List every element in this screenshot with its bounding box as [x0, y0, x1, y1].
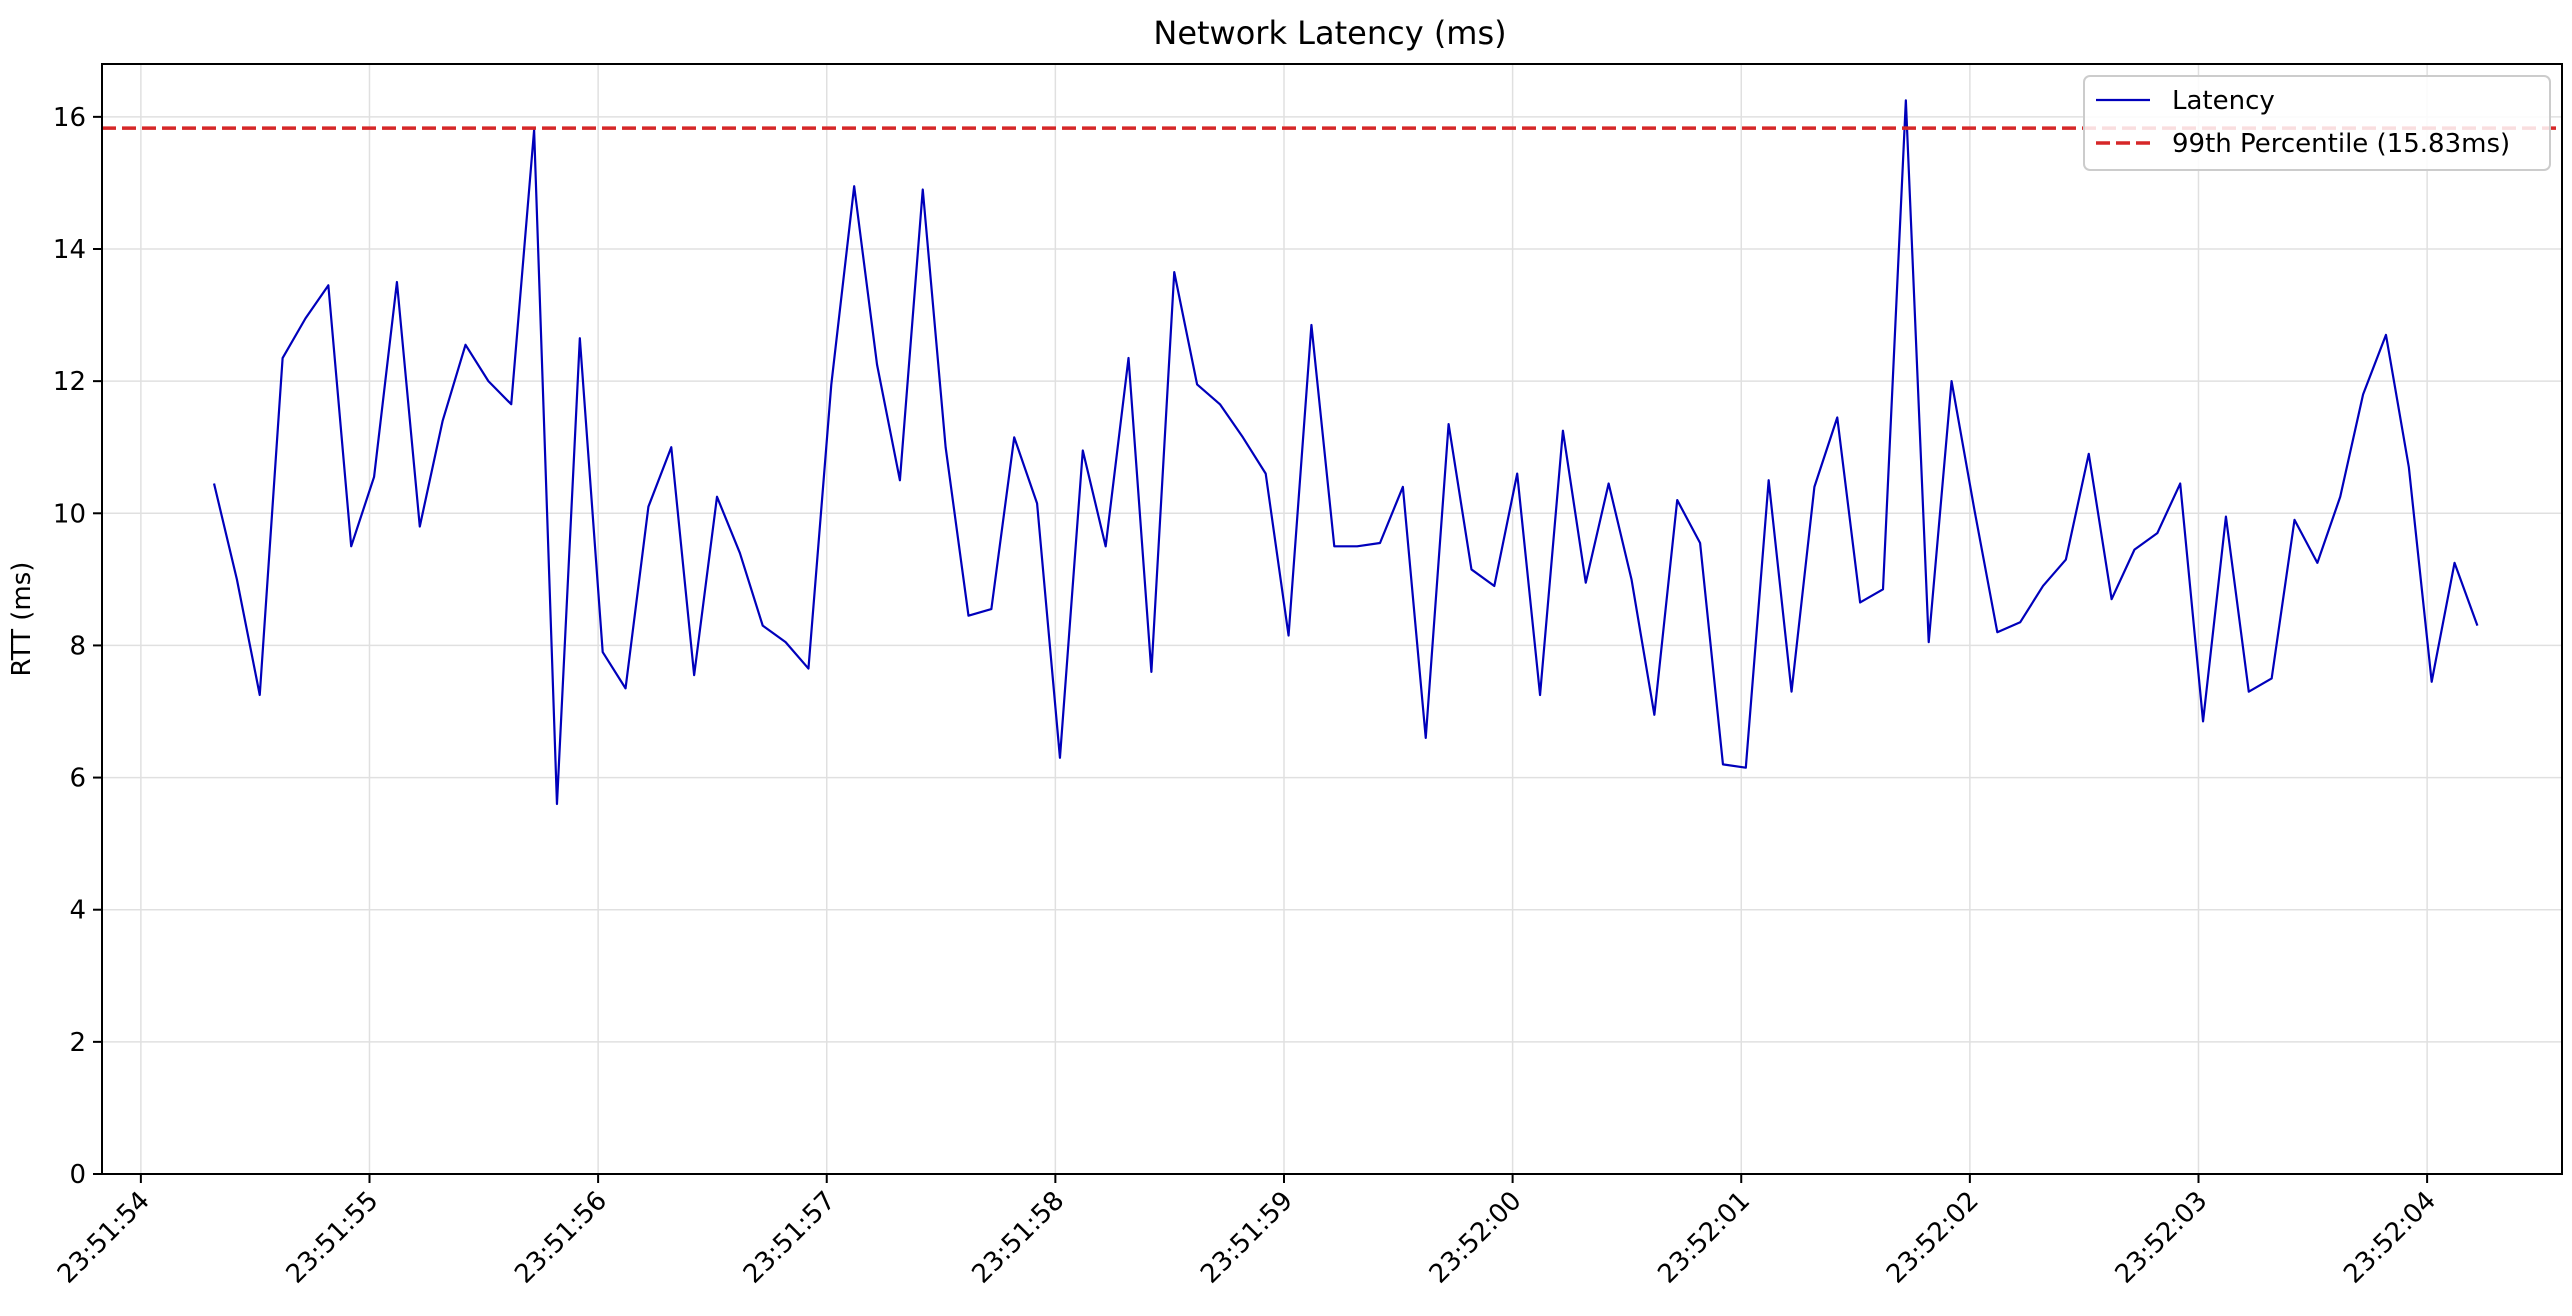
y-tick-label: 4	[69, 896, 86, 926]
y-tick-label: 0	[69, 1160, 86, 1190]
y-tick-label: 8	[69, 631, 86, 661]
y-axis-label: RTT (ms)	[7, 562, 37, 677]
y-tick-label: 10	[53, 499, 86, 529]
legend: Latency 99th Percentile (15.83ms)	[2083, 75, 2551, 171]
y-tick-label: 12	[53, 367, 86, 397]
chart-title: Network Latency (ms)	[1153, 14, 1506, 52]
legend-p99-label: 99th Percentile (15.83ms)	[2172, 129, 2510, 159]
latency-line	[212, 99, 2479, 806]
plot-area-frame	[101, 63, 2563, 1175]
y-axis-ticks: 0 2 4 6 8 10 12 14 16	[53, 103, 102, 1190]
y-tick-label: 2	[69, 1028, 86, 1058]
grid-layer	[102, 64, 2562, 1175]
y-tick-label: 6	[69, 764, 86, 794]
y-tick-label: 14	[53, 235, 86, 265]
legend-box	[2083, 75, 2551, 171]
y-tick-label: 16	[53, 103, 86, 133]
legend-latency-label: Latency	[2172, 86, 2275, 116]
